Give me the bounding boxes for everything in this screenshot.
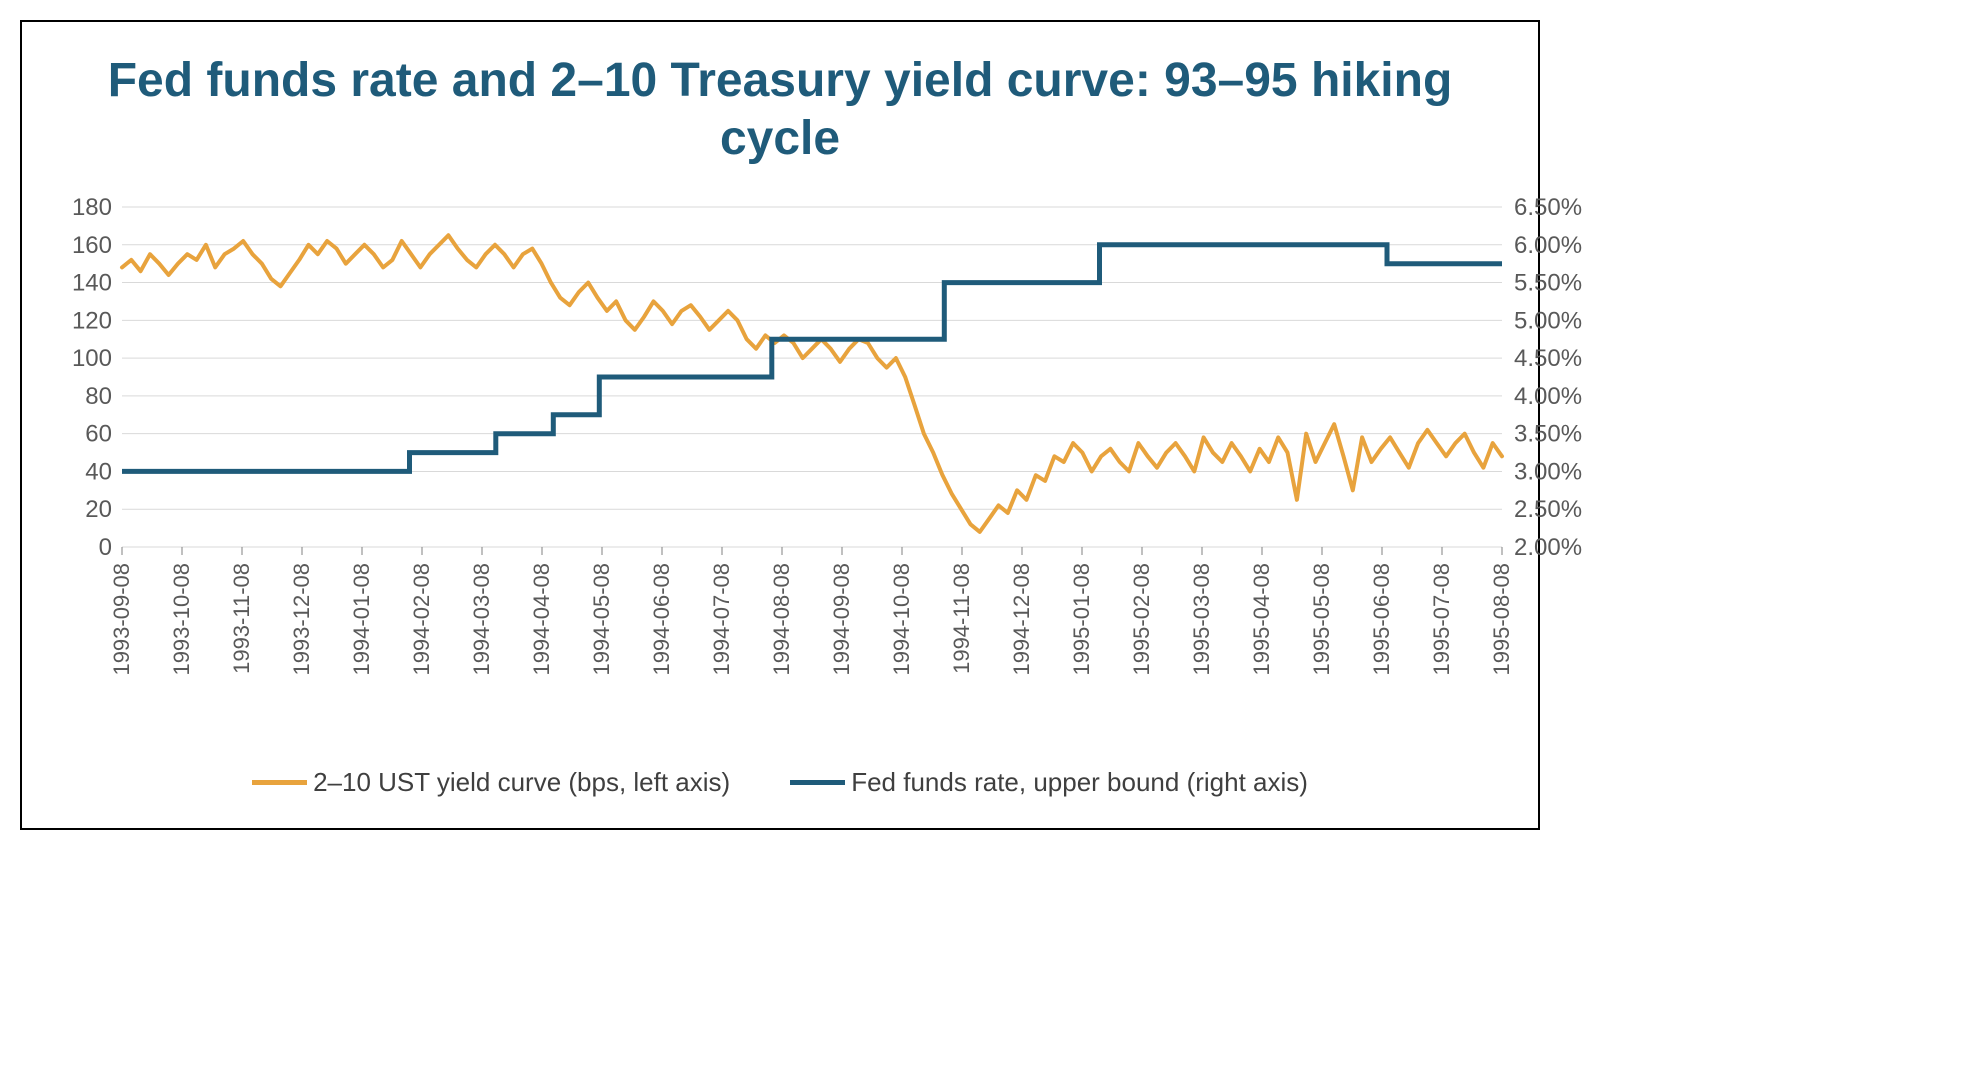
svg-text:1995-03-08: 1995-03-08 <box>1189 563 1214 676</box>
plot-area: 0204060801001201401601802.00%2.50%3.00%3… <box>52 197 1508 747</box>
svg-text:1993-09-08: 1993-09-08 <box>109 563 134 676</box>
svg-text:1994-12-08: 1994-12-08 <box>1009 563 1034 676</box>
legend-swatch-yield-curve <box>252 780 307 785</box>
svg-text:20: 20 <box>85 496 112 523</box>
svg-text:1995-06-08: 1995-06-08 <box>1369 563 1394 676</box>
svg-text:160: 160 <box>72 232 112 259</box>
svg-text:5.50%: 5.50% <box>1514 270 1582 297</box>
svg-text:80: 80 <box>85 383 112 410</box>
svg-text:2.50%: 2.50% <box>1514 496 1582 523</box>
legend: 2–10 UST yield curve (bps, left axis) Fe… <box>52 767 1508 798</box>
svg-text:180: 180 <box>72 197 112 221</box>
svg-text:1994-01-08: 1994-01-08 <box>349 563 374 676</box>
svg-text:2.00%: 2.00% <box>1514 534 1582 561</box>
svg-text:1994-07-08: 1994-07-08 <box>709 563 734 676</box>
legend-label-yield-curve: 2–10 UST yield curve (bps, left axis) <box>313 767 730 798</box>
legend-item-fed-funds: Fed funds rate, upper bound (right axis) <box>790 767 1308 798</box>
legend-swatch-fed-funds <box>790 780 845 785</box>
svg-text:1995-01-08: 1995-01-08 <box>1069 563 1094 676</box>
svg-text:100: 100 <box>72 345 112 372</box>
svg-text:1994-08-08: 1994-08-08 <box>769 563 794 676</box>
svg-text:1993-11-08: 1993-11-08 <box>229 563 254 674</box>
svg-text:4.50%: 4.50% <box>1514 345 1582 372</box>
svg-text:140: 140 <box>72 270 112 297</box>
svg-text:3.00%: 3.00% <box>1514 459 1582 486</box>
svg-text:0: 0 <box>99 534 112 561</box>
svg-text:1995-08-08: 1995-08-08 <box>1489 563 1514 676</box>
svg-text:120: 120 <box>72 308 112 335</box>
svg-text:60: 60 <box>85 421 112 448</box>
svg-text:1994-04-08: 1994-04-08 <box>529 563 554 676</box>
svg-text:1993-12-08: 1993-12-08 <box>289 563 314 676</box>
svg-text:1994-10-08: 1994-10-08 <box>889 563 914 676</box>
svg-text:1993-10-08: 1993-10-08 <box>169 563 194 676</box>
svg-text:4.00%: 4.00% <box>1514 383 1582 410</box>
svg-text:1994-02-08: 1994-02-08 <box>409 563 434 676</box>
chart-container: Fed funds rate and 2–10 Treasury yield c… <box>20 20 1540 830</box>
svg-text:1994-06-08: 1994-06-08 <box>649 563 674 676</box>
chart-title: Fed funds rate and 2–10 Treasury yield c… <box>52 52 1508 167</box>
chart-svg: 0 20 40 60 80 100 120 140 160 180 2.00% 2.50% 3.00% 3… <box>52 197 1602 747</box>
svg-text:1995-02-08: 1995-02-08 <box>1129 563 1154 676</box>
svg-text:6.00%: 6.00% <box>1514 232 1582 259</box>
svg-text:1994-11-08: 1994-11-08 <box>949 563 974 674</box>
legend-label-fed-funds: Fed funds rate, upper bound (right axis) <box>851 767 1308 798</box>
svg-text:1995-04-08: 1995-04-08 <box>1249 563 1274 676</box>
svg-text:1994-03-08: 1994-03-08 <box>469 563 494 676</box>
svg-text:1994-09-08: 1994-09-08 <box>829 563 854 676</box>
svg-text:3.50%: 3.50% <box>1514 421 1582 448</box>
svg-text:1995-07-08: 1995-07-08 <box>1429 563 1454 676</box>
svg-text:5.00%: 5.00% <box>1514 308 1582 335</box>
svg-text:6.50%: 6.50% <box>1514 197 1582 221</box>
legend-item-yield-curve: 2–10 UST yield curve (bps, left axis) <box>252 767 730 798</box>
svg-text:40: 40 <box>85 459 112 486</box>
svg-text:1995-05-08: 1995-05-08 <box>1309 563 1334 676</box>
svg-text:1994-05-08: 1994-05-08 <box>589 563 614 676</box>
